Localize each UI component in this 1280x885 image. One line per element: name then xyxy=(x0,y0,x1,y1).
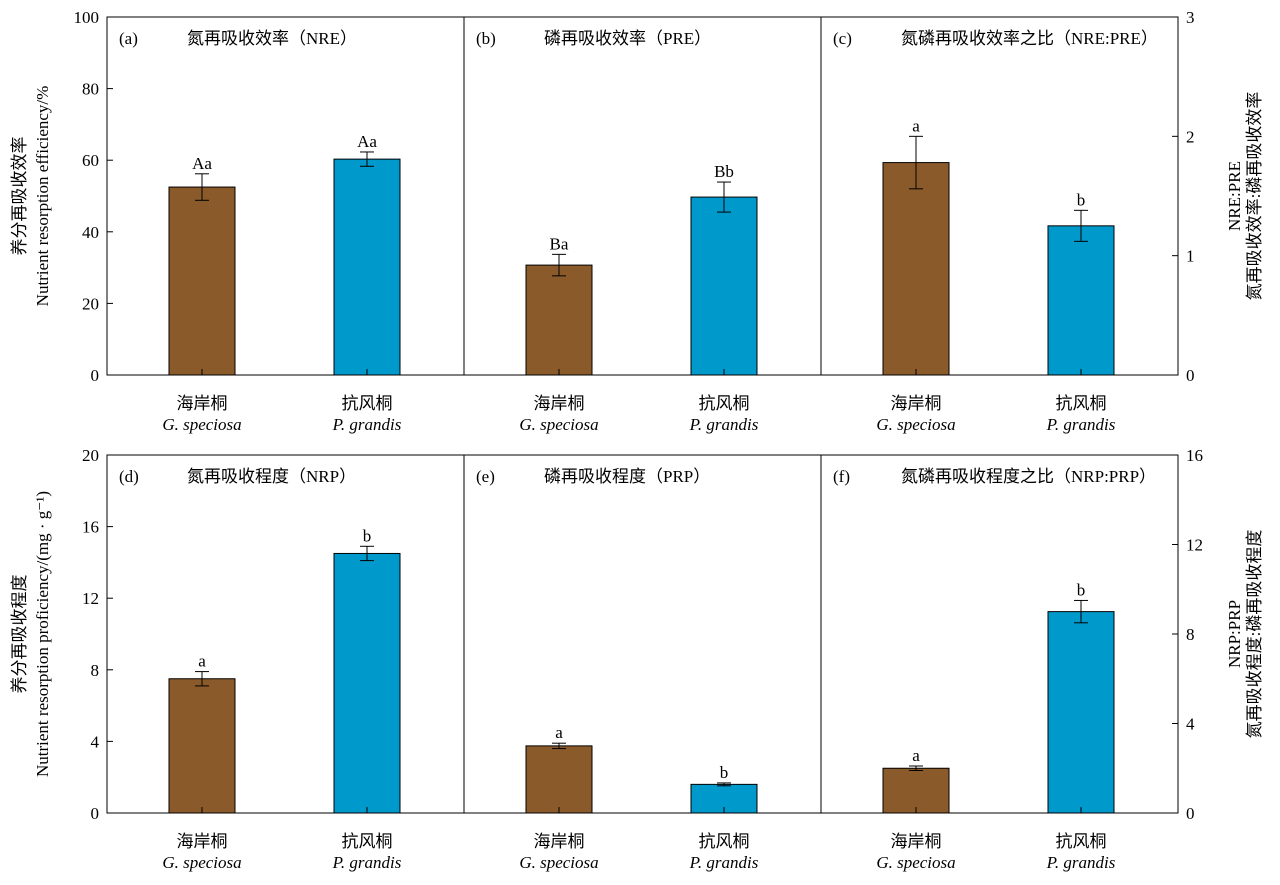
panel-tag: (f) xyxy=(833,467,850,486)
panel-tag: (d) xyxy=(119,467,139,486)
bar-g-speciosa xyxy=(882,767,950,814)
x-tick-label-cn: 抗风桐 xyxy=(699,394,750,413)
significance-letter: b xyxy=(1077,190,1086,209)
x-tick-label: P. grandis xyxy=(1046,415,1116,434)
panel-tag: (a) xyxy=(119,29,138,48)
y-axis-label-right: NRE:PRE xyxy=(1225,161,1244,231)
y-tick-label-left: 0 xyxy=(91,366,100,385)
bar-p-grandis xyxy=(690,196,758,376)
panel-title: 磷再吸收程度（PRP） xyxy=(544,467,710,486)
y-tick-label-right: 1 xyxy=(1186,247,1195,266)
y-axis-label-right: NRP:PRP xyxy=(1225,600,1244,668)
significance-letter: Bb xyxy=(714,162,734,181)
bar-p-grandis xyxy=(1047,225,1115,376)
panel-tag: (b) xyxy=(476,29,496,48)
y-tick-label-left: 40 xyxy=(82,223,99,242)
x-tick-label-cn: 海岸桐 xyxy=(534,832,585,851)
y-tick-label-left: 8 xyxy=(91,661,100,680)
bar-p-grandis xyxy=(333,158,401,376)
y-tick-label-right: 4 xyxy=(1186,715,1195,734)
y-tick-label-right: 12 xyxy=(1186,536,1203,555)
x-tick-label: G. speciosa xyxy=(162,853,241,872)
x-tick-label: P. grandis xyxy=(689,415,759,434)
x-tick-label-cn: 海岸桐 xyxy=(891,394,942,413)
x-tick-label-cn: 海岸桐 xyxy=(177,832,228,851)
significance-letter: b xyxy=(720,763,729,782)
y-tick-label-left: 0 xyxy=(91,804,100,823)
y-tick-label-right: 2 xyxy=(1186,127,1195,146)
x-tick-label-cn: 抗风桐 xyxy=(699,832,750,851)
significance-letter: b xyxy=(1077,580,1086,599)
x-tick-label: G. speciosa xyxy=(876,415,955,434)
x-tick-label-cn: 海岸桐 xyxy=(534,394,585,413)
x-tick-label: P. grandis xyxy=(689,853,759,872)
bar-g-speciosa xyxy=(168,186,236,376)
panel-title: 氮再吸收程度（NRP） xyxy=(187,467,356,486)
significance-letter: a xyxy=(912,116,920,135)
plot-frame-bottom xyxy=(106,454,1179,814)
y-tick-label-right: 8 xyxy=(1186,625,1195,644)
y-tick-label-left: 16 xyxy=(82,518,99,537)
x-tick-label-cn: 海岸桐 xyxy=(891,832,942,851)
panel-tag: (e) xyxy=(476,467,495,486)
panel-tag: (c) xyxy=(833,29,852,48)
bar-g-speciosa xyxy=(525,264,593,376)
x-tick-label: G. speciosa xyxy=(876,853,955,872)
panel-title: 氮磷再吸收程度之比（NRP:PRP） xyxy=(901,467,1156,486)
panel-title: 氮再吸收效率（NRE） xyxy=(187,29,357,48)
x-tick-label: G. speciosa xyxy=(519,853,598,872)
x-tick-label-cn: 抗风桐 xyxy=(1056,832,1107,851)
x-tick-label-cn: 抗风桐 xyxy=(342,394,393,413)
y-tick-label-left: 12 xyxy=(82,589,99,608)
y-tick-label-left: 20 xyxy=(82,446,99,465)
bar-p-grandis xyxy=(333,552,401,814)
bar-g-speciosa xyxy=(882,162,950,376)
significance-letter: a xyxy=(555,723,563,742)
bar-g-speciosa xyxy=(168,678,236,814)
significance-letter: Aa xyxy=(357,132,377,151)
x-tick-label: G. speciosa xyxy=(519,415,598,434)
x-tick-label-cn: 海岸桐 xyxy=(177,394,228,413)
significance-letter: a xyxy=(912,746,920,765)
x-tick-label-cn: 抗风桐 xyxy=(342,832,393,851)
plot-frame-top xyxy=(106,16,1179,376)
y-tick-label-right: 0 xyxy=(1186,804,1195,823)
y-tick-label-left: 80 xyxy=(82,80,99,99)
panel-title: 氮磷再吸收效率之比（NRE:PRE） xyxy=(901,29,1158,48)
significance-letter: Ba xyxy=(550,234,569,253)
x-tick-label: G. speciosa xyxy=(162,415,241,434)
y-tick-label-right: 0 xyxy=(1186,366,1195,385)
y-axis-label-right-cn: 氮再吸收效率:磷再吸收效率 xyxy=(1245,92,1264,301)
bar-p-grandis xyxy=(1047,611,1115,814)
y-axis-label-left: Nutrient resorption proficiency/(mg · g⁻… xyxy=(33,491,52,777)
significance-letter: b xyxy=(363,526,372,545)
x-tick-label: P. grandis xyxy=(332,415,402,434)
x-tick-label: P. grandis xyxy=(332,853,402,872)
significance-letter: a xyxy=(198,652,206,671)
y-tick-label-left: 4 xyxy=(91,732,100,751)
y-axis-label-right-cn: 氮再吸收程度:磷再吸收程度 xyxy=(1245,530,1264,739)
x-tick-label-cn: 抗风桐 xyxy=(1056,394,1107,413)
y-tick-label-left: 100 xyxy=(74,8,100,27)
y-tick-label-right: 3 xyxy=(1186,8,1195,27)
y-tick-label-left: 20 xyxy=(82,294,99,313)
bar-g-speciosa xyxy=(525,745,593,814)
y-axis-label-left: Nutrient resorption efficiency/% xyxy=(33,86,52,307)
y-tick-label-right: 16 xyxy=(1186,446,1203,465)
y-axis-label-left-cn: 养分再吸收程度 xyxy=(10,575,29,694)
significance-letter: Aa xyxy=(192,154,212,173)
y-tick-label-left: 60 xyxy=(82,151,99,170)
x-tick-label: P. grandis xyxy=(1046,853,1116,872)
y-axis-label-left-cn: 养分再吸收效率 xyxy=(10,137,29,256)
panel-title: 磷再吸收效率（PRE） xyxy=(544,29,711,48)
